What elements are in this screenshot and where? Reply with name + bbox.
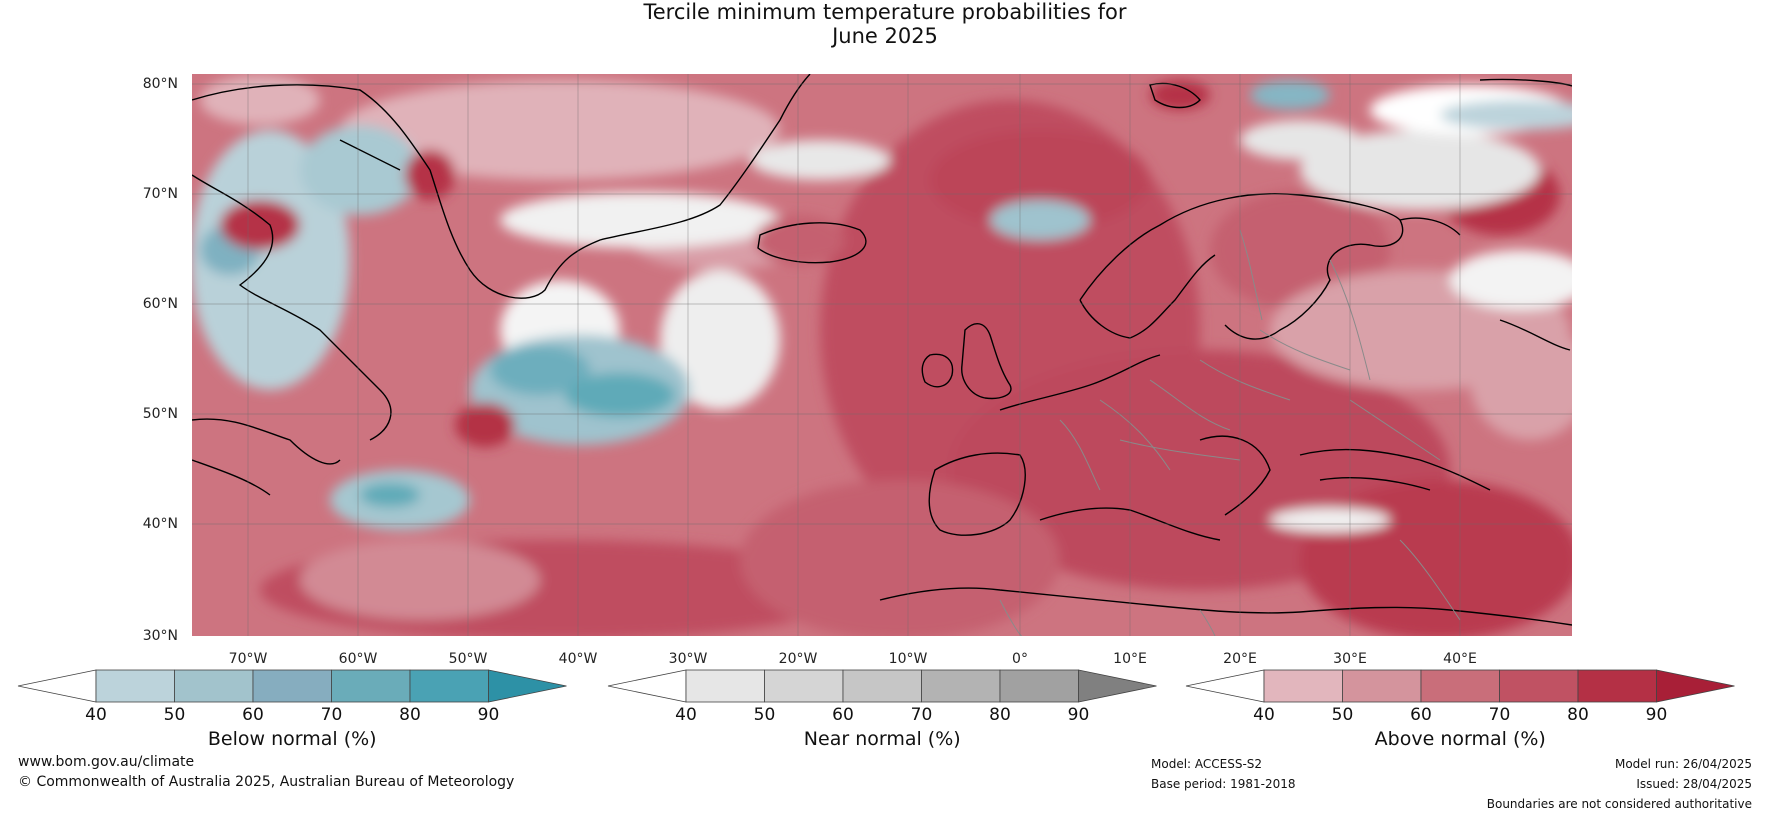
colorbar-below-segment [95, 669, 175, 703]
colorbar-near-tick: 80 [989, 705, 1011, 725]
lat-label-50n: 50°N [143, 406, 178, 422]
country-borders [999, 229, 1461, 636]
disclaimer-text: Boundaries are not considered authoritat… [1486, 797, 1752, 811]
colorbar-near-segment [842, 669, 922, 703]
colorbar-above-tick: 50 [1332, 705, 1354, 725]
colorbar-below-tick: 40 [85, 705, 107, 725]
colorbar-below-title: Below normal (%) [208, 728, 377, 750]
colorbar-below-segment [331, 669, 411, 703]
colorbar-above-segment [1577, 669, 1657, 703]
lon-label-40w: 40°W [559, 651, 598, 667]
colorbar-below-segment [252, 669, 332, 703]
lon-label-40e: 40°E [1443, 651, 1477, 667]
colorbar-below: 40 50 60 70 80 90 Below normal (%) [17, 669, 567, 750]
colorbar-above: 40 50 60 70 80 90 Above normal (%) [1185, 669, 1735, 750]
colorbar-above-tick: 70 [1489, 705, 1511, 725]
title-line-2: June 2025 [832, 24, 938, 48]
colorbar-near-segment [999, 669, 1079, 703]
colorbar-below-segment [174, 669, 254, 703]
lat-label-70n: 70°N [143, 186, 178, 202]
lon-label-20w: 20°W [779, 651, 818, 667]
model-run-label: Model run: 26/04/2025 [1614, 757, 1752, 771]
colorbar-above-tick: 90 [1646, 705, 1668, 725]
lon-label-0: 0° [1012, 651, 1028, 667]
colorbar-above-segment [1342, 669, 1422, 703]
colorbar-below-tick: 60 [242, 705, 264, 725]
colorbar-near-segment [921, 669, 1001, 703]
colorbar-below-segment [409, 669, 489, 703]
lon-label-50w: 50°W [449, 651, 488, 667]
colorbar-above-tick: 40 [1253, 705, 1275, 725]
longitude-labels: 70°W 60°W 50°W 40°W 30°W 20°W 10°W 0° 10… [229, 651, 1477, 667]
colorbar-above-extend-low [1185, 669, 1265, 703]
colorbar-below-tick: 70 [321, 705, 343, 725]
title-line-1: Tercile minimum temperature probabilitie… [643, 0, 1127, 24]
colorbar-above-segment [1263, 669, 1343, 703]
colorbar-near-tick: 40 [675, 705, 697, 725]
graticule [192, 74, 1572, 636]
colorbar-below-extend-low [17, 669, 97, 703]
colorbar-near-extend-high [1078, 669, 1157, 703]
colorbar-above-extend-high [1656, 669, 1735, 703]
colorbar-below-tick: 90 [478, 705, 500, 725]
copyright-text: © Commonwealth of Australia 2025, Austra… [18, 774, 515, 790]
coastlines [192, 74, 1572, 626]
lon-label-20e: 20°E [1223, 651, 1257, 667]
issued-label: Issued: 28/04/2025 [1636, 777, 1752, 791]
base-period-label: Base period: 1981-2018 [1151, 777, 1296, 791]
latitude-labels: 80°N 70°N 60°N 50°N 40°N 30°N [143, 76, 178, 644]
lon-label-10w: 10°W [889, 651, 928, 667]
lat-label-80n: 80°N [143, 76, 178, 92]
colorbar-above-tick: 60 [1410, 705, 1432, 725]
colorbar-near-tick: 60 [832, 705, 854, 725]
lon-label-60w: 60°W [339, 651, 378, 667]
website-link[interactable]: www.bom.gov.au/climate [18, 754, 195, 770]
lon-label-70w: 70°W [229, 651, 268, 667]
lat-label-40n: 40°N [143, 516, 178, 532]
lat-label-60n: 60°N [143, 296, 178, 312]
colorbar-above-tick: 80 [1567, 705, 1589, 725]
colorbar-below-tick: 50 [164, 705, 186, 725]
colorbar-below-tick: 80 [399, 705, 421, 725]
colorbar-above-segment [1499, 669, 1579, 703]
colorbar-above-title: Above normal (%) [1375, 728, 1546, 750]
colorbar-above-segment [1420, 669, 1500, 703]
model-label: Model: ACCESS-S2 [1151, 757, 1263, 771]
colorbar-near-extend-low [607, 669, 687, 703]
colorbar-below-extend-high [488, 669, 567, 703]
colorbar-near-title: Near normal (%) [804, 728, 961, 750]
colorbar-near-tick: 90 [1068, 705, 1090, 725]
colorbar-near-segment [685, 669, 765, 703]
lon-label-10e: 10°E [1113, 651, 1147, 667]
colorbars: 40 50 60 70 80 90 Below normal (%) 40 50 60 70 80 90… [17, 669, 1735, 750]
lon-label-30e: 30°E [1333, 651, 1367, 667]
colorbar-near-tick: 50 [754, 705, 776, 725]
colorbar-near-tick: 70 [911, 705, 933, 725]
chart-title: Tercile minimum temperature probabilitie… [0, 0, 1770, 48]
colorbar-near: 40 50 60 70 80 90 Near normal (%) [607, 669, 1157, 750]
lon-label-30w: 30°W [669, 651, 708, 667]
colorbar-near-segment [764, 669, 844, 703]
map-field [192, 74, 1572, 636]
lat-label-30n: 30°N [143, 628, 178, 644]
